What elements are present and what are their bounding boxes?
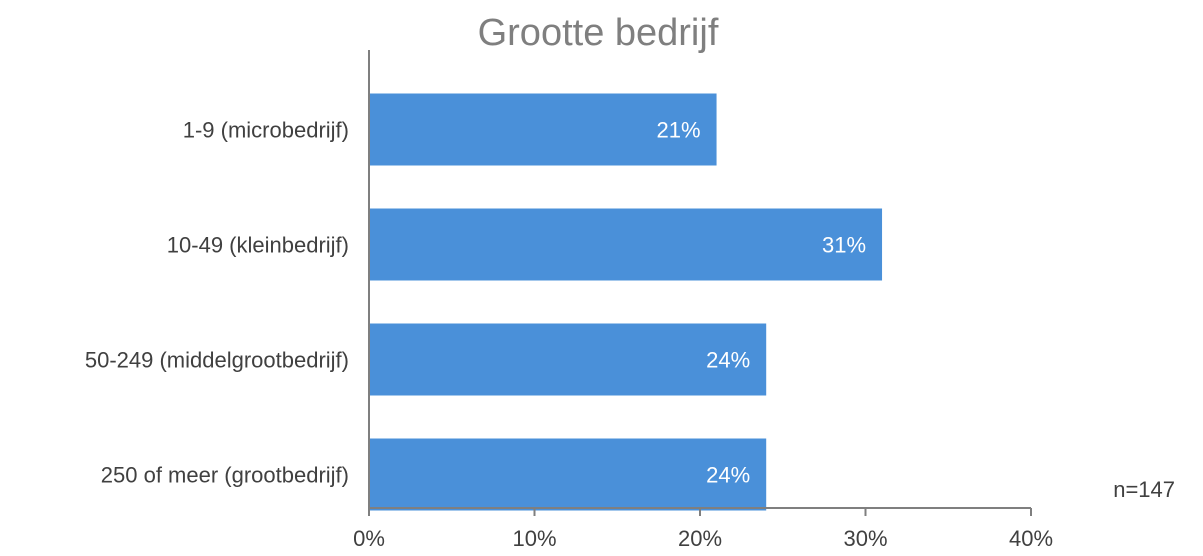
data-labels: 21% 31% 24% 24% [657,118,867,488]
category-labels: 1-9 (microbedrijf) 10-49 (kleinbedrijf) 50… [85,118,349,488]
x-tick-label: 10% [512,526,556,551]
category-label: 50-249 (middelgrootbedrijf) [85,348,349,373]
sample-size-note: n=147 [1113,477,1175,502]
x-tick-label: 0% [353,526,385,551]
x-tick-label: 40% [1009,526,1053,551]
bars-group [369,93,883,511]
bar [369,208,883,281]
x-tick-label: 30% [843,526,887,551]
data-label: 24% [706,348,750,373]
category-label: 10-49 (kleinbedrijf) [167,233,349,258]
category-label: 1-9 (microbedrijf) [183,118,349,143]
bar [369,93,717,166]
axes-group [368,50,1032,516]
chart-title: Grootte bedrijf [478,12,719,54]
category-label: 250 of meer (grootbedrijf) [101,463,349,488]
bar [369,438,767,511]
x-tick-label: 20% [678,526,722,551]
data-label: 31% [822,233,866,258]
data-label: 21% [657,118,701,143]
tick-labels: 0% 10% 20% 30% 40% [353,526,1053,551]
bar [369,323,767,396]
data-label: 24% [706,463,750,488]
